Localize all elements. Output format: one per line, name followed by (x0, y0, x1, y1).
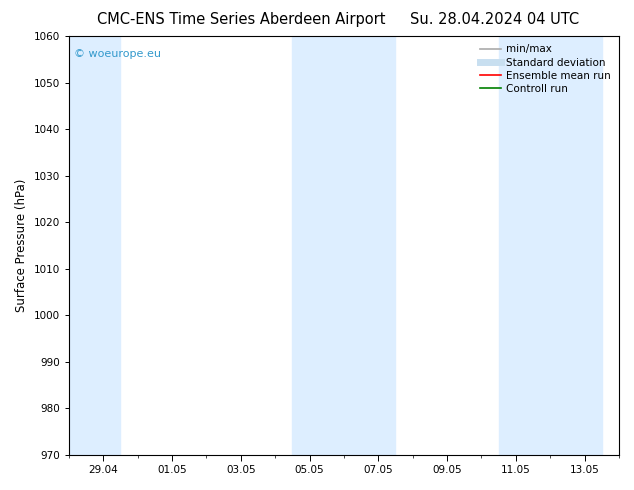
Bar (292, 36, 396, 455)
Bar (69, 36, 120, 455)
Text: CMC-ENS Time Series Aberdeen Airport: CMC-ENS Time Series Aberdeen Airport (96, 12, 385, 27)
Text: © woeurope.eu: © woeurope.eu (74, 49, 161, 59)
Y-axis label: Surface Pressure (hPa): Surface Pressure (hPa) (15, 179, 28, 312)
Bar (499, 36, 602, 455)
Text: Su. 28.04.2024 04 UTC: Su. 28.04.2024 04 UTC (410, 12, 579, 27)
Legend: min/max, Standard deviation, Ensemble mean run, Controll run: min/max, Standard deviation, Ensemble me… (477, 41, 614, 97)
